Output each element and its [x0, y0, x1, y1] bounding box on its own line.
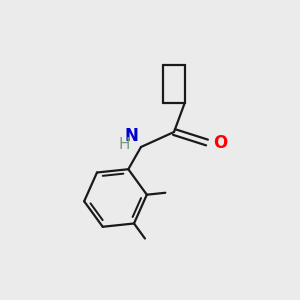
Text: O: O — [214, 134, 228, 152]
Text: N: N — [125, 127, 139, 145]
Text: H: H — [119, 136, 130, 152]
